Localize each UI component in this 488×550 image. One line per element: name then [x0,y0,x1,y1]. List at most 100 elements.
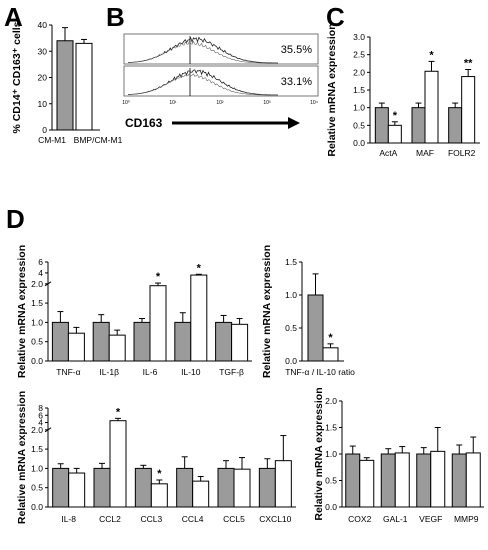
significance-star: * [197,262,202,274]
histogram-box [123,65,319,97]
y-tick-label: 0.0 [353,138,365,148]
y-axis-label: Relative mRNA expression [16,391,28,524]
significance-star: ** [464,58,473,70]
gate-percentage: 33.1% [281,76,312,88]
x-axis-label: TNF-α / IL-10 ratio [285,367,355,377]
category-label: VEGF [419,514,442,524]
category-label: MAF [416,148,434,158]
y-tick-label: 10 [38,99,48,109]
y-tick-label: 6 [38,257,43,267]
y-tick-label: 0.5 [285,323,297,333]
y-axis-label: Relative mRNA expression [16,245,28,378]
bar [52,467,70,508]
bar [67,332,85,362]
y-axis-label: % CD14⁺ CD163⁺ cells [11,21,23,133]
bar [448,107,463,144]
bar [149,285,167,362]
bar [215,321,233,362]
y-tick-label: 2.0 [325,396,337,406]
category-label: CM-M1 [38,135,66,145]
x-axis-label: CD163 [125,116,163,130]
category-label: TGF-β [219,367,244,377]
y-tick-label: 2.5 [353,50,365,60]
y-tick-label: 1.0 [325,449,337,459]
category-label: FOLR2 [448,148,476,158]
category-label: IL-6 [143,367,158,377]
y-tick-label: 6 [38,410,43,420]
significance-star: * [393,110,398,122]
y-axis-label: Relative mRNA expression [313,387,325,520]
bar [51,321,69,362]
category-label: IL-8 [61,514,76,524]
y-tick-label: 0.0 [31,356,43,366]
y-axis-label: Relative mRNA expression [326,23,338,156]
bar [374,107,389,144]
bar [93,467,111,508]
bar [416,453,432,508]
category-label: CCL4 [182,514,204,524]
x-tick-label: 10⁰ [122,100,130,106]
gate-percentage: 35.5% [281,44,312,56]
panel-letter-a: A [4,2,23,32]
histogram-trace [128,40,278,64]
category-label: TNF-α [56,367,80,377]
y-tick-label: 4 [38,418,43,428]
bar [424,70,439,144]
panel-letter-b: B [106,2,125,32]
y-tick-label: 0.0 [285,356,297,366]
histogram-box [123,33,319,65]
x-tick-label: 10² [216,100,224,106]
bar [133,321,151,362]
bar [451,453,467,508]
category-label: IL-1β [99,367,119,377]
bar [394,452,410,508]
category-label: GAL-1 [383,514,408,524]
bar [217,467,235,508]
y-tick-label: 1.0 [31,317,43,327]
y-tick-label: 0.0 [31,502,43,512]
arrow-head [288,117,300,129]
bar [461,76,476,144]
category-label: IL-10 [181,367,201,377]
y-tick-label: 40 [38,20,48,30]
category-label: COX2 [348,514,371,524]
y-tick-label: 2.0 [353,67,365,77]
y-tick-label: 1.0 [285,290,297,300]
y-tick-label: 1.5 [353,85,365,95]
chart-panel-d-ratio: 0.0 0.5 1.0 1.5 Relative mRNA expression * TNF… [261,245,355,378]
category-label: MMP9 [454,514,479,524]
y-tick-label: 0.5 [31,483,43,493]
bar [92,321,110,362]
y-tick-label: 2.0 [31,279,43,289]
bar [322,347,339,362]
bar [192,480,210,508]
chart-panel-c: 0.0 0.5 1.0 1.5 2.0 2.5 3.0 Relative mRNA expre… [326,23,480,158]
panel-letter-d: D [6,204,25,234]
y-tick-label: 1.5 [325,423,337,433]
chart-panel-a: 0 10 20 30 40 % CD14⁺ CD163⁺ cells CM-M1 BMP/CM… [11,20,123,145]
chart-panel-d-cytokines: 0.0 0.5 1.0 1.5 2.046 Relative mRNA expressio… [16,245,252,378]
category-label: CCL5 [223,514,245,524]
y-tick-label: 1.5 [31,298,43,308]
y-tick-label: 1.0 [353,103,365,113]
bar [134,467,152,508]
y-tick-label: 0.5 [353,120,365,130]
bar [231,323,249,362]
bar [465,452,481,508]
category-label: CXCL10 [259,514,291,524]
bar [75,42,93,131]
y-tick-label: 1.5 [285,257,297,267]
significance-star: * [328,332,333,344]
significance-star: * [429,49,434,61]
y-tick-label: 0.0 [325,502,337,512]
y-tick-label: 8 [38,403,43,413]
bar [174,321,192,362]
bar [258,467,276,508]
category-label: BMP/CM-M1 [74,135,123,145]
bar [176,467,194,508]
significance-star: * [157,468,162,480]
y-tick-label: 1.0 [31,463,43,473]
y-tick-label: 0.5 [31,337,43,347]
